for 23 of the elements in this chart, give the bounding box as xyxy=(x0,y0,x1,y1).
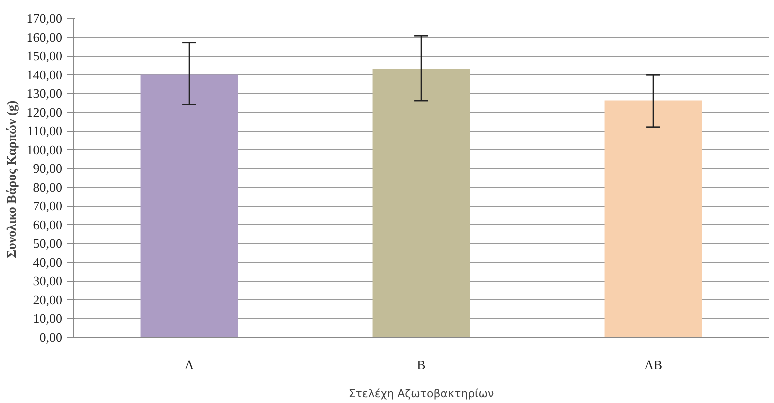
y-tick-label: 120,00 xyxy=(26,104,62,120)
y-tick-label: 100,00 xyxy=(26,142,62,158)
x-axis-title: Στελέχη Αζωτοβακτηρίων xyxy=(348,388,494,400)
y-tick-label: 70,00 xyxy=(33,198,62,214)
y-tick-label: 60,00 xyxy=(33,217,62,232)
y-tick-label: 0,00 xyxy=(40,330,62,345)
y-tick-label: 170,00 xyxy=(26,11,62,26)
y-tick-label: 160,00 xyxy=(26,30,62,45)
y-axis-title: Συνολικο Βάρος Καρπών (g) xyxy=(4,100,19,258)
y-tick-label: 140,00 xyxy=(26,67,62,82)
x-tick-label: AB xyxy=(644,358,663,372)
y-tick-label: 20,00 xyxy=(33,292,62,308)
y-tick-label: 130,00 xyxy=(26,86,62,102)
y-tick-label: 50,00 xyxy=(33,236,62,252)
y-tick-label: 90,00 xyxy=(33,161,62,176)
y-tick-label: 110,00 xyxy=(27,124,63,139)
y-tick-label: 150,00 xyxy=(26,48,62,64)
x-tick-label: B xyxy=(417,358,426,372)
y-tick-label: 80,00 xyxy=(33,180,62,195)
x-tick-label: A xyxy=(184,358,195,372)
y-tick-label: 40,00 xyxy=(33,254,62,270)
y-tick-label: 30,00 xyxy=(33,274,62,289)
y-tick-label: 10,00 xyxy=(33,311,62,326)
